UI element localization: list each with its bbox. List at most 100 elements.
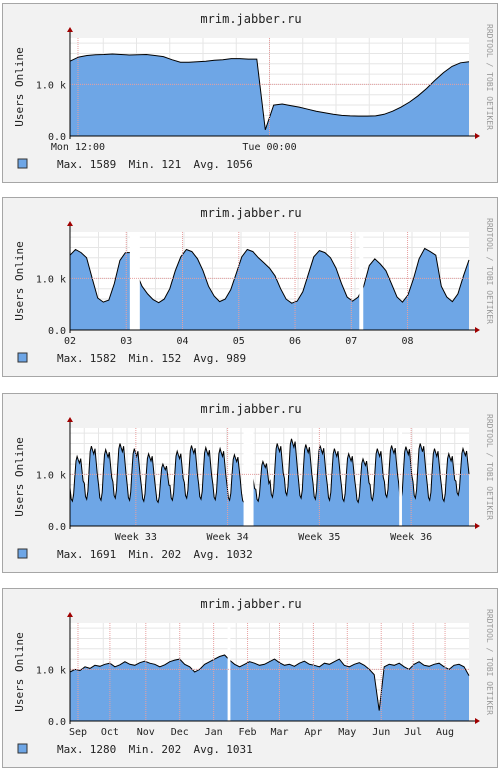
data-gap	[243, 428, 254, 526]
legend-stat-value: 1280	[90, 743, 117, 756]
x-tick-label: Aug	[436, 727, 454, 738]
x-tick-label: Mar	[270, 727, 288, 738]
x-tick-label: Week 33	[115, 532, 157, 543]
x-tick-label: Feb	[239, 727, 257, 738]
x-axis-arrow	[475, 133, 480, 139]
legend-stat-value: 121	[161, 158, 181, 171]
watermark-text: RRDTOOL / TOBI OETIKER	[485, 24, 494, 130]
legend-stat-label: Avg.	[194, 158, 221, 171]
legend-stat-value: 202	[161, 743, 181, 756]
y-tick-label: 1.0 k	[36, 80, 66, 91]
legend-stat-label: Max.	[57, 352, 84, 365]
legend-stat-value: 202	[161, 548, 181, 561]
legend-stat-value: 152	[161, 352, 181, 365]
legend-stat-value: 1056	[226, 158, 253, 171]
data-gap	[399, 428, 402, 526]
x-tick-label: Apr	[304, 727, 322, 738]
chart-panel-year: 0.0 1.0 k Sep Oct Nov Dec Jan Feb Mar Apr May Jun Ju…	[2, 588, 498, 768]
y-axis-arrow	[67, 27, 73, 32]
y-tick-label: 0.0	[48, 132, 66, 143]
legend-stat-label: Avg.	[194, 352, 221, 365]
series-area	[70, 248, 469, 330]
data-gap	[227, 623, 231, 721]
legend-stat-label: Min.	[129, 352, 156, 365]
legend-swatch	[17, 743, 28, 754]
y-tick-label: 1.0 k	[36, 665, 66, 676]
legend-stat-value: 989	[226, 352, 246, 365]
y-axis-label: Users Online	[13, 632, 26, 711]
chart-panel-month: 0.0 1.0 k Week 33 Week 34 Week 35 Week 36 mrim…	[2, 393, 498, 573]
y-axis-label: Users Online	[13, 241, 26, 320]
x-tick-label: 06	[289, 336, 301, 347]
legend-stat-value: 1582	[90, 352, 117, 365]
x-tick-label: Jan	[205, 727, 223, 738]
rrd-graph: 0.0 1.0 k Mon 12:00 Tue 00:00 mrim.jabber.ru…	[13, 12, 494, 171]
y-tick-label: 1.0 k	[36, 470, 66, 481]
x-tick-label: 03	[120, 336, 132, 347]
legend-stat-value: 1691	[90, 548, 117, 561]
legend-stat-label: Avg.	[194, 548, 221, 561]
legend-stat-label: Max.	[57, 158, 84, 171]
x-tick-label: Mon 12:00	[51, 142, 105, 153]
legend-stat-label: Min.	[129, 158, 156, 171]
legend-stat-label: Min.	[129, 743, 156, 756]
legend-swatch	[17, 158, 28, 169]
legend-stat-label: Max.	[57, 743, 84, 756]
legend-stat-label: Min.	[129, 548, 156, 561]
x-tick-label: 07	[345, 336, 357, 347]
rrd-graph: 0.0 1.0 k Week 33 Week 34 Week 35 Week 36 mrim…	[13, 402, 494, 561]
chart-panel-day: 0.0 1.0 k Mon 12:00 Tue 00:00 mrim.jabber.ru…	[2, 3, 498, 183]
series-line	[69, 654, 470, 711]
rrd-graph: 0.0 1.0 k Sep Oct Nov Dec Jan Feb Mar Apr May Jun Ju…	[13, 597, 494, 756]
y-axis-arrow	[67, 612, 73, 617]
y-tick-label: 0.0	[48, 717, 66, 728]
y-axis-arrow	[67, 417, 73, 422]
x-tick-label: 08	[402, 336, 414, 347]
x-tick-label: Week 35	[298, 532, 340, 543]
x-tick-label: Oct	[101, 727, 119, 738]
legend-stat-label: Avg.	[194, 743, 221, 756]
x-tick-label: Jul	[404, 727, 422, 738]
x-tick-label: 02	[64, 336, 76, 347]
watermark-text: RRDTOOL / TOBI OETIKER	[485, 414, 494, 520]
x-tick-label: Dec	[171, 727, 189, 738]
legend-stat-label: Max.	[57, 548, 84, 561]
watermark-text: RRDTOOL / TOBI OETIKER	[485, 609, 494, 715]
x-axis-arrow	[475, 327, 480, 333]
series-area	[70, 655, 469, 721]
x-tick-label: 04	[176, 336, 188, 347]
legend-swatch	[17, 352, 28, 363]
y-axis-arrow	[67, 221, 73, 226]
data-gap	[359, 232, 364, 330]
chart-title: mrim.jabber.ru	[200, 597, 301, 611]
x-axis-arrow	[475, 718, 480, 724]
x-tick-label: 05	[233, 336, 245, 347]
rrd-graph: 0.0 1.0 k 02 03 04 05 06 07 08 mrim.jabber.ru User…	[13, 206, 494, 365]
data-gap	[129, 232, 140, 330]
legend-swatch	[17, 548, 28, 559]
series-area	[70, 54, 469, 136]
legend-stat-value: 1032	[226, 548, 253, 561]
series-line	[69, 438, 470, 504]
series-line	[69, 53, 470, 130]
chart-title: mrim.jabber.ru	[200, 12, 301, 26]
x-tick-label: May	[338, 727, 356, 738]
x-axis-arrow	[475, 523, 480, 529]
legend-stat-value: 1031	[226, 743, 253, 756]
chart-panel-week: 0.0 1.0 k 02 03 04 05 06 07 08 mrim.jabber.ru User…	[2, 197, 498, 377]
chart-title: mrim.jabber.ru	[200, 206, 301, 220]
x-tick-label: Week 36	[390, 532, 432, 543]
x-tick-label: Tue 00:00	[242, 142, 296, 153]
y-tick-label: 1.0 k	[36, 274, 66, 285]
x-tick-label: Jun	[372, 727, 390, 738]
x-tick-label: Sep	[69, 727, 87, 738]
watermark-text: RRDTOOL / TOBI OETIKER	[485, 218, 494, 324]
y-tick-label: 0.0	[48, 522, 66, 533]
x-tick-label: Week 34	[207, 532, 249, 543]
chart-title: mrim.jabber.ru	[200, 402, 301, 416]
y-axis-label: Users Online	[13, 437, 26, 516]
legend-stat-value: 1589	[90, 158, 117, 171]
y-axis-label: Users Online	[13, 47, 26, 126]
y-tick-label: 0.0	[48, 326, 66, 337]
x-tick-label: Nov	[137, 727, 155, 738]
